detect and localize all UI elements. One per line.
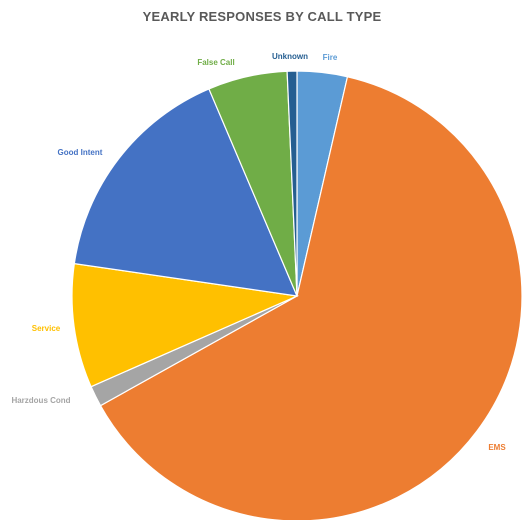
pie-slice-good-intent (73, 88, 298, 297)
slice-label-good-intent: Good Intent (58, 148, 103, 157)
slice-label-false-call: False Call (197, 58, 234, 67)
slice-label-harzdous-cond: Harzdous Cond (11, 396, 70, 405)
pie-slice-unknown (286, 70, 298, 297)
pie-slice-service (71, 262, 300, 388)
slice-label-fire: Fire (323, 53, 338, 62)
slice-label-unknown: Unknown (272, 52, 308, 61)
slice-label-ems: EMS (488, 443, 506, 452)
slice-label-service: Service (32, 324, 61, 333)
pie-slice-ems (99, 76, 523, 520)
chart-title: YEARLY RESPONSES BY CALL TYPE (142, 9, 382, 24)
